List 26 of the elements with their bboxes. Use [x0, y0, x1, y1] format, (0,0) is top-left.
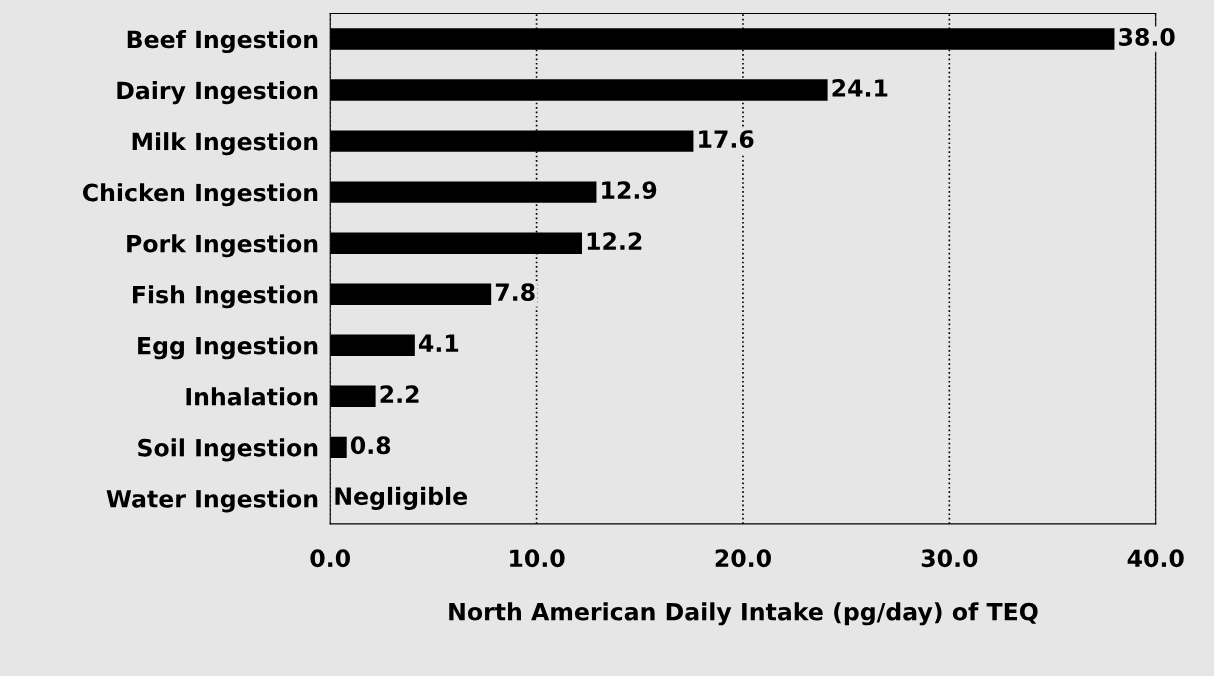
y-tick-label: Beef Ingestion — [127, 30, 318, 54]
data-label: 2.2 — [380, 385, 419, 403]
data-label: 0.8 — [350, 436, 391, 455]
data-label: 7.8 — [495, 283, 535, 302]
y-tick-label: Soil Ingestion — [138, 438, 318, 462]
y-tick-label: Chicken Ingestion — [82, 183, 318, 207]
data-label: 24.1 — [832, 79, 888, 97]
data-label: 4.1 — [418, 334, 459, 352]
y-tick-label: Milk Ingestion — [132, 132, 318, 156]
data-label: 12.2 — [587, 232, 642, 250]
x-tick-label: 0.0 — [310, 549, 350, 568]
y-tick-label: Inhalation — [186, 387, 318, 406]
y-tick-label: Fish Ingestion — [132, 285, 318, 309]
x-tick-label: 30.0 — [921, 549, 978, 568]
y-tick-label: Dairy Ingestion — [117, 81, 318, 105]
x-tick-label: 40.0 — [1127, 549, 1184, 568]
y-tick-label: Pork Ingestion — [127, 234, 318, 258]
x-tick-label: 20.0 — [715, 549, 771, 568]
data-label: 38.0 — [1119, 28, 1175, 46]
data-label: 17.6 — [699, 130, 754, 148]
x-axis-title: North American Daily Intake (pg/day) of TEQ — [449, 602, 1038, 626]
data-label: 12.9 — [602, 181, 657, 199]
x-tick-label: 10.0 — [510, 549, 565, 568]
y-tick-label: Egg Ingestion — [138, 336, 318, 360]
y-tick-label: Water Ingestion — [106, 489, 318, 513]
text: Negligible — [335, 486, 468, 510]
